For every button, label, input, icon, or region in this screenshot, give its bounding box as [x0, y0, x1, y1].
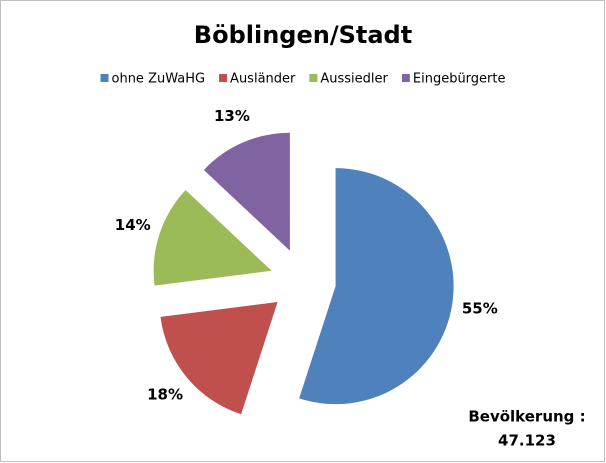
annotation: 47.123: [498, 432, 556, 450]
pie-slice: [299, 168, 454, 405]
legend-label: Eingebürgerte: [413, 72, 506, 87]
data-label: 18%: [147, 386, 183, 404]
legend-label: Ausländer: [230, 72, 296, 87]
data-label: 13%: [214, 107, 250, 125]
pie-slice: [203, 132, 290, 251]
chart-title: Böblingen/Stadt: [194, 21, 412, 49]
data-label: 14%: [115, 216, 151, 234]
pie-slice: [153, 190, 272, 286]
legend-swatch: [401, 74, 410, 82]
data-label: 55%: [462, 300, 498, 318]
legend-label: ohne ZuWaHG: [112, 72, 206, 87]
pie-slice: [160, 302, 278, 415]
legend-label: Aussiedler: [320, 72, 388, 87]
legend-swatch: [219, 74, 228, 82]
annotation: Bevölkerung :: [468, 408, 585, 426]
legend-swatch: [309, 74, 318, 82]
legend-swatch: [100, 74, 109, 82]
